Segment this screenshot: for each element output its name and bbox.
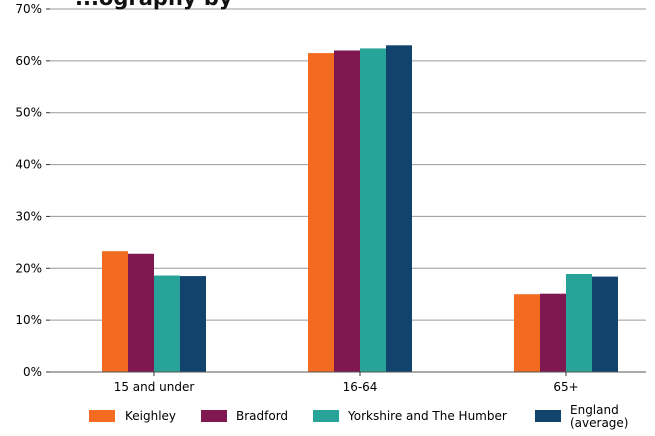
bar-2-2: [566, 273, 592, 372]
bar-0-1: [308, 53, 334, 372]
legend-label-0: Keighley: [125, 409, 176, 423]
legend: Keighley Bradford Yorkshire and The Humber…: [89, 403, 629, 430]
bar-1-2: [540, 293, 566, 372]
bar-2-1: [360, 48, 386, 372]
bar-3-0: [180, 276, 206, 372]
bar-1-0: [128, 253, 154, 372]
bar-1-1: [334, 50, 360, 372]
legend-swatch-0: [89, 410, 115, 422]
legend-swatch-1: [201, 410, 227, 422]
x-axis-tick-labels: 15 and under 16-64 65+: [114, 372, 579, 394]
bar-2-0: [154, 275, 180, 372]
legend-label-3: England (average): [570, 403, 629, 430]
y-tick-label-5: 50%: [15, 106, 42, 120]
y-tick-label-0: 0%: [23, 365, 42, 379]
bars: [102, 45, 618, 373]
y-axis-tick-labels: 0% 10% 20% 30% 40% 50% 60% 70%: [15, 2, 50, 379]
y-tick-label-2: 20%: [15, 261, 42, 275]
bar-3-2: [592, 276, 618, 372]
legend-label-1: Bradford: [236, 409, 288, 423]
legend-label-2: Yorkshire and The Humber: [347, 409, 507, 423]
y-tick-label-7: 70%: [15, 2, 42, 16]
x-tick-label-0: 15 and under: [114, 380, 195, 394]
y-tick-label-6: 60%: [15, 54, 42, 68]
y-tick-label-4: 40%: [15, 158, 42, 172]
chart-title: ...ography by: [75, 0, 233, 10]
x-tick-label-2: 65+: [553, 380, 578, 394]
bar-3-1: [386, 45, 412, 373]
legend-swatch-3: [535, 410, 561, 422]
bar-0-2: [514, 294, 540, 372]
y-tick-label-3: 30%: [15, 209, 42, 223]
x-tick-label-1: 16-64: [343, 380, 378, 394]
y-tick-label-1: 10%: [15, 313, 42, 327]
legend-swatch-2: [313, 410, 339, 422]
bar-0-0: [102, 251, 128, 372]
